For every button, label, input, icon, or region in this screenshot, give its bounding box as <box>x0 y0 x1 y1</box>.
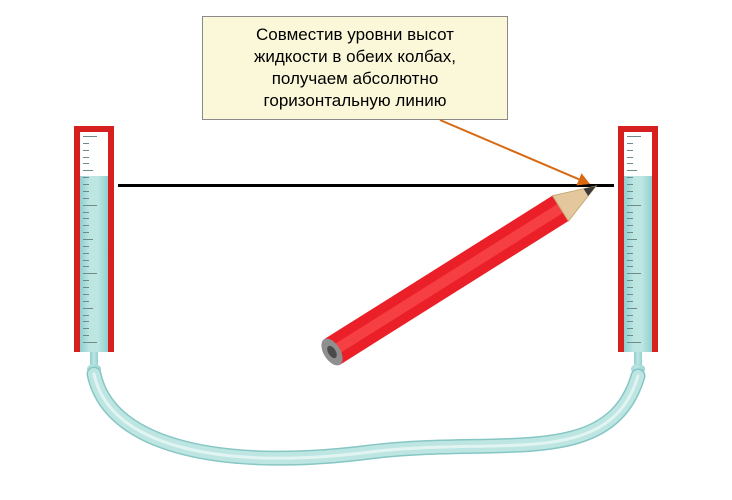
ruler-right-frame <box>618 126 658 352</box>
ruler-left-frame <box>74 126 114 352</box>
hose <box>94 374 638 458</box>
caption-box: Совместив уровни высот жидкости в обеих … <box>202 16 508 120</box>
callout-arrow <box>440 120 590 185</box>
ruler-right <box>618 126 658 352</box>
pencil-icon <box>317 186 596 369</box>
diagram-stage: Совместив уровни высот жидкости в обеих … <box>0 0 732 500</box>
ruler-left <box>74 126 114 352</box>
nozzle-left <box>89 352 99 378</box>
nozzle-right <box>633 352 643 378</box>
level-line <box>118 184 614 187</box>
caption-text: Совместив уровни высот жидкости в обеих … <box>254 24 456 112</box>
